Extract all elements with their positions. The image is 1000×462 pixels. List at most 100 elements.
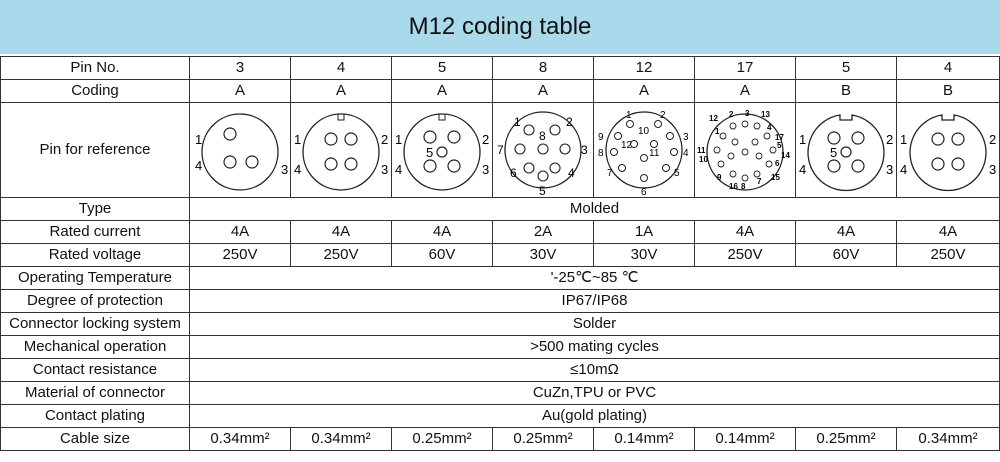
pin-label: 2 bbox=[566, 115, 573, 129]
cell-cable-size: 0.25mm² bbox=[391, 427, 493, 451]
pin-label: 4 bbox=[767, 123, 772, 132]
row-coding: Coding A A A A A A B B bbox=[0, 79, 1000, 103]
pin-diagram-3a: 1 4 3 bbox=[195, 113, 288, 191]
row-contact-plating: Contact plating Au(gold plating) bbox=[0, 404, 1000, 428]
pin-label: 10 bbox=[699, 155, 708, 164]
row-label: Contact resistance bbox=[0, 358, 190, 382]
row-label: Cable size bbox=[0, 427, 190, 451]
row-cable-size: Cable size 0.34mm² 0.34mm² 0.25mm² 0.25m… bbox=[0, 427, 1000, 451]
row-rated-voltage: Rated voltage 250V 250V 60V 30V 30V 250V… bbox=[0, 243, 1000, 267]
pin-label: 7 bbox=[497, 143, 504, 157]
row-label: Mechanical operation bbox=[0, 335, 190, 359]
row-contact-resistance: Contact resistance ≤10mΩ bbox=[0, 358, 1000, 382]
pin-label: 12 bbox=[709, 114, 718, 123]
row-connector-locking: Connector locking system Solder bbox=[0, 312, 1000, 336]
cell-pin-no: 12 bbox=[593, 56, 695, 80]
cell-cable-size: 0.25mm² bbox=[795, 427, 897, 451]
cell-rated-current: 4A bbox=[189, 220, 291, 244]
pin-label: 4 bbox=[799, 162, 806, 177]
pin-label: 3 bbox=[886, 162, 893, 177]
cell-cable-size: 0.34mm² bbox=[290, 427, 392, 451]
cell-coding: A bbox=[189, 79, 291, 103]
cell-rated-current: 4A bbox=[290, 220, 392, 244]
cell-rated-current: 4A bbox=[694, 220, 796, 244]
pin-label: 3 bbox=[281, 162, 288, 177]
cell-pin-no: 4 bbox=[896, 56, 1000, 80]
pin-label: 4 bbox=[683, 148, 689, 159]
pin-label: 5 bbox=[830, 145, 837, 160]
cell-pin-no: 4 bbox=[290, 56, 392, 80]
pin-diagram-cell: 1 2 3 4 5 bbox=[391, 102, 493, 198]
row-pin-no: Pin No. 3 4 5 8 12 17 5 4 bbox=[0, 56, 1000, 80]
pin-label: 11 bbox=[649, 148, 660, 159]
cell-rated-voltage: 60V bbox=[391, 243, 493, 267]
cell-rated-voltage: 60V bbox=[795, 243, 897, 267]
pin-diagram-5b: 1 2 3 4 5 bbox=[799, 114, 893, 192]
pin-label: 6 bbox=[775, 159, 780, 168]
pin-label: 7 bbox=[607, 168, 613, 179]
pin-label: 3 bbox=[482, 162, 489, 177]
pin-label: 12 bbox=[621, 140, 633, 151]
cell-pin-no: 5 bbox=[391, 56, 493, 80]
cell-contact-resistance: ≤10mΩ bbox=[189, 358, 1000, 382]
pin-label: 5 bbox=[674, 168, 680, 179]
pin-label: 1 bbox=[294, 132, 301, 147]
row-material: Material of connector CuZn,TPU or PVC bbox=[0, 381, 1000, 405]
row-label: Degree of protection bbox=[0, 289, 190, 313]
cell-mechanical-operation: >500 mating cycles bbox=[189, 335, 1000, 359]
pin-label: 16 bbox=[729, 182, 738, 191]
cell-material: CuZn,TPU or PVC bbox=[189, 381, 1000, 405]
cell-coding: B bbox=[795, 79, 897, 103]
pin-label: 8 bbox=[539, 129, 546, 143]
cell-rated-voltage: 30V bbox=[593, 243, 695, 267]
row-type: Type Molded bbox=[0, 197, 1000, 221]
row-pin-reference: Pin for reference 1 4 3 1 bbox=[0, 102, 1000, 198]
cell-coding: A bbox=[290, 79, 392, 103]
cell-degree-of-protection: IP67/IP68 bbox=[189, 289, 1000, 313]
cell-rated-voltage: 30V bbox=[492, 243, 594, 267]
cell-pin-no: 17 bbox=[694, 56, 796, 80]
pin-diagram-17a: 1 2 3 4 5 6 7 8 9 10 11 12 13 14 15 16 1 bbox=[697, 109, 790, 191]
cell-pin-no: 5 bbox=[795, 56, 897, 80]
cell-rated-voltage: 250V bbox=[290, 243, 392, 267]
page-title: M12 coding table bbox=[0, 0, 1000, 54]
cell-coding: A bbox=[593, 79, 695, 103]
cell-rated-current: 4A bbox=[391, 220, 493, 244]
pin-label: 9 bbox=[598, 132, 604, 143]
row-label: Rated voltage bbox=[0, 243, 190, 267]
pin-diagram-cell: 1 4 3 bbox=[189, 102, 291, 198]
pin-label: 1 bbox=[626, 110, 632, 121]
pin-label: 1 bbox=[799, 132, 806, 147]
pin-label: 17 bbox=[775, 133, 784, 142]
cell-cable-size: 0.34mm² bbox=[189, 427, 291, 451]
pin-label: 3 bbox=[581, 143, 588, 157]
pin-label: 2 bbox=[989, 132, 996, 147]
cell-rated-voltage: 250V bbox=[896, 243, 1000, 267]
cell-cable-size: 0.14mm² bbox=[593, 427, 695, 451]
pin-diagram-8a: 1 2 3 4 5 6 7 8 bbox=[497, 111, 588, 196]
pin-label: 5 bbox=[539, 184, 546, 196]
pin-label: 3 bbox=[381, 162, 388, 177]
pin-label: 1 bbox=[715, 127, 720, 136]
pin-diagram-4b: 1 2 3 4 bbox=[900, 114, 996, 192]
cell-pin-no: 8 bbox=[492, 56, 594, 80]
cell-cable-size: 0.34mm² bbox=[896, 427, 1000, 451]
pin-diagram-cell: 1 2 3 4 5 bbox=[795, 102, 897, 198]
pin-label: 2 bbox=[482, 132, 489, 147]
cell-coding: A bbox=[694, 79, 796, 103]
row-label: Pin for reference bbox=[0, 102, 190, 198]
pin-label: 8 bbox=[598, 148, 604, 159]
pin-label: 5 bbox=[426, 145, 433, 160]
pin-label: 7 bbox=[757, 177, 762, 186]
pin-diagram-5a: 1 2 3 4 5 bbox=[395, 113, 489, 191]
pin-label: 2 bbox=[660, 110, 666, 121]
cell-cable-size: 0.14mm² bbox=[694, 427, 796, 451]
cell-coding: A bbox=[391, 79, 493, 103]
pin-diagram-cell: 1 2 3 4 bbox=[290, 102, 392, 198]
pin-label: 1 bbox=[195, 132, 202, 147]
pin-diagram-cell: 1 2 3 4 bbox=[896, 102, 1000, 198]
pin-label: 2 bbox=[381, 132, 388, 147]
pin-label: 1 bbox=[395, 132, 402, 147]
cell-rated-current: 4A bbox=[896, 220, 1000, 244]
cell-connector-locking: Solder bbox=[189, 312, 1000, 336]
